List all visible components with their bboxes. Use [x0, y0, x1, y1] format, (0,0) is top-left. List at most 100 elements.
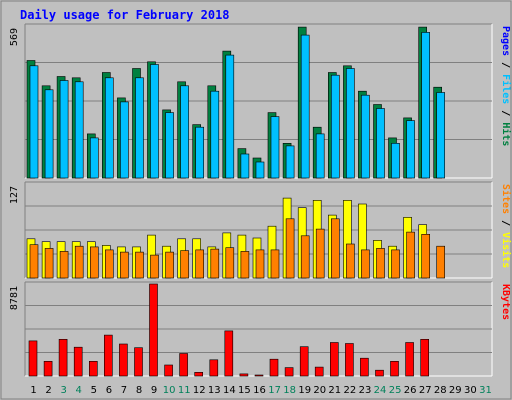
bar-kbytes-day-6	[104, 334, 113, 377]
bar-kbytes-day-2	[43, 360, 53, 377]
x-tick-label: 14	[223, 385, 236, 396]
bar-sites-day-25	[391, 249, 400, 279]
bar-sites-day-14	[225, 247, 235, 279]
x-tick-label: 10	[163, 385, 176, 396]
bar-files-day-13	[210, 90, 220, 179]
bar-files-day-2	[44, 89, 54, 179]
bar-sites-day-10	[165, 251, 174, 279]
bar-sites-day-15	[240, 251, 250, 279]
x-tick-label: 28	[434, 385, 447, 396]
bar-kbytes-day-14	[224, 330, 234, 377]
x-tick-label: 15	[238, 385, 251, 396]
bar-sites-day-3	[59, 251, 69, 279]
bar-files-day-18	[285, 145, 295, 179]
x-tick-label: 6	[106, 385, 112, 396]
bar-kbytes-day-23	[360, 357, 369, 377]
x-tick-label: 19	[298, 385, 311, 396]
bar-kbytes-day-20	[314, 366, 324, 377]
bar-sites-day-5	[90, 246, 99, 279]
bar-sites-day-2	[44, 248, 54, 279]
bar-sites-day-22	[346, 243, 355, 279]
bar-files-day-7	[120, 101, 129, 179]
bar-sites-day-16	[255, 249, 265, 279]
bar-kbytes-day-24	[375, 369, 384, 377]
y-max-label: 569	[9, 28, 20, 46]
bar-sites-day-26	[406, 231, 415, 279]
x-tick-label: 26	[404, 385, 417, 396]
bar-files-day-28	[436, 92, 446, 179]
bar-sites-day-4	[74, 245, 84, 279]
x-tick-label: 12	[193, 385, 206, 396]
panel-3: 8781 KBytes	[9, 281, 511, 377]
bar-kbytes-day-26	[405, 342, 414, 377]
x-tick-label: 21	[328, 385, 341, 396]
bar-sites-day-6	[105, 249, 114, 279]
x-tick-label: 27	[419, 385, 432, 396]
bar-files-day-12	[195, 126, 204, 179]
bar-files-day-25	[391, 143, 400, 179]
legend-visits: Visits	[500, 232, 512, 268]
bar-kbytes-day-17	[269, 358, 279, 377]
x-tick-label: 25	[389, 385, 402, 396]
bar-files-day-1	[29, 65, 39, 179]
bar-kbytes-day-1	[28, 340, 38, 377]
bar-sites-day-23	[361, 249, 370, 279]
panel-2: 127 Sites / Visits	[9, 181, 512, 279]
bar-kbytes-day-19	[299, 346, 309, 377]
bar-sites-day-17	[270, 249, 280, 279]
axis-legend-label: Sites / Visits	[500, 184, 512, 268]
bar-kbytes-day-21	[329, 342, 339, 377]
bar-files-day-5	[90, 137, 99, 179]
bar-kbytes-day-16	[254, 374, 264, 377]
bar-files-day-22	[346, 68, 355, 179]
bar-files-day-11	[180, 85, 189, 179]
x-tick-label: 11	[178, 385, 191, 396]
legend-kbytes: KBytes	[500, 284, 511, 320]
axis-legend-label: KBytes	[500, 284, 511, 320]
bar-sites-day-1	[29, 244, 39, 279]
chart-title: Daily usage for February 2018	[20, 8, 230, 22]
bar-files-day-10	[165, 112, 174, 179]
x-tick-label: 3	[61, 385, 67, 396]
bar-files-day-21	[330, 74, 340, 179]
x-tick-label: 18	[283, 385, 296, 396]
bar-sites-day-20	[315, 228, 325, 279]
x-tick-label: 13	[208, 385, 221, 396]
bar-sites-day-27	[421, 234, 431, 279]
bar-files-day-20	[315, 133, 325, 179]
bar-files-day-16	[255, 161, 265, 179]
bar-kbytes-day-5	[89, 360, 98, 377]
bar-sites-day-24	[376, 248, 385, 279]
bar-sites-day-8	[135, 251, 144, 279]
bar-files-day-27	[421, 32, 431, 179]
x-tick-label: 8	[136, 385, 142, 396]
legend-hits: Hits	[500, 122, 512, 146]
x-tick-label: 5	[91, 385, 97, 396]
bar-files-day-14	[225, 54, 235, 179]
chart-panels: 569 Pages / Files / Hits 127 Sites / Visits…	[9, 23, 512, 377]
bar-kbytes-day-7	[119, 343, 128, 377]
bar-sites-day-12	[195, 249, 204, 279]
bar-files-day-24	[376, 108, 385, 179]
bar-sites-day-11	[180, 250, 189, 279]
x-tick-label: 31	[479, 385, 492, 396]
bar-kbytes-day-9	[149, 283, 158, 377]
x-tick-label: 16	[253, 385, 266, 396]
legend-sites: Sites	[500, 184, 512, 214]
x-tick-label: 17	[268, 385, 281, 396]
y-max-label: 8781	[9, 286, 20, 310]
x-tick-label: 1	[30, 385, 36, 396]
bar-kbytes-day-4	[73, 346, 83, 377]
x-tick-label: 4	[76, 385, 82, 396]
bar-sites-day-28	[436, 245, 446, 279]
bar-files-day-4	[74, 81, 84, 179]
bar-files-day-15	[240, 153, 250, 179]
bar-files-day-3	[59, 80, 69, 179]
bar-files-day-6	[105, 77, 114, 179]
bar-sites-day-13	[210, 248, 220, 279]
x-tick-label: 22	[344, 385, 357, 396]
bar-kbytes-day-10	[164, 364, 173, 377]
bar-kbytes-day-11	[179, 353, 188, 377]
